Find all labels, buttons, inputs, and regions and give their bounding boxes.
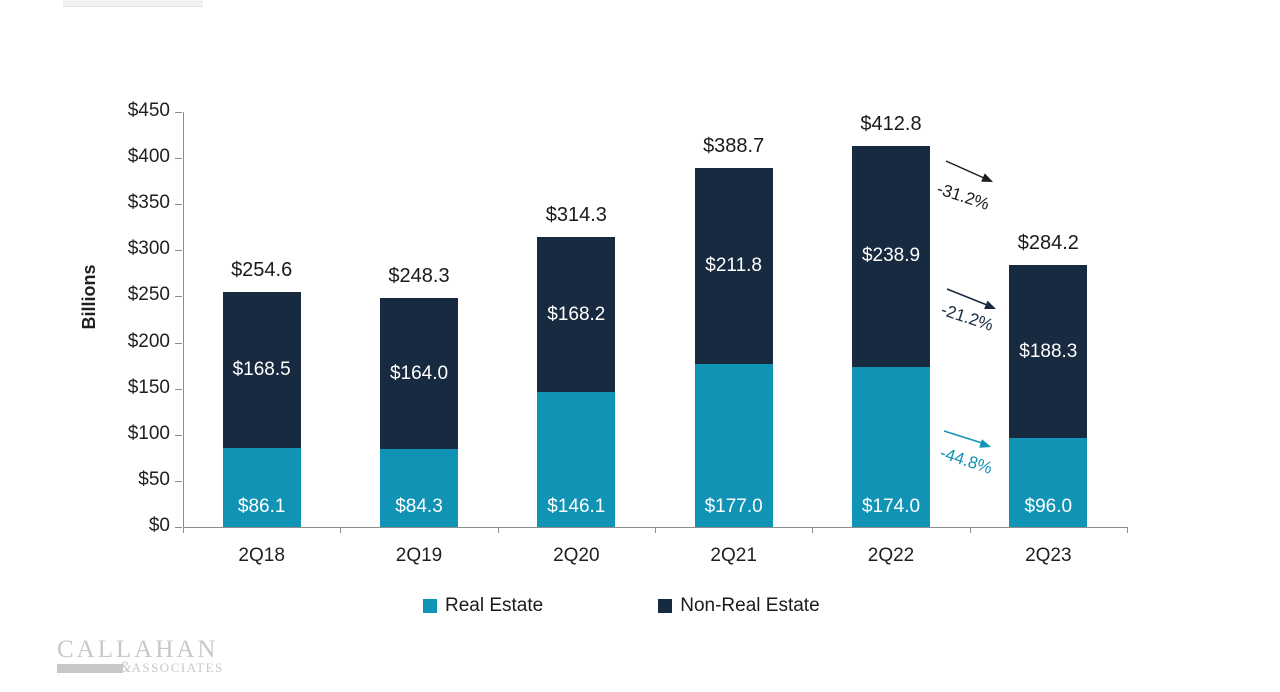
non-real-estate-value-label: $168.2 (547, 303, 606, 325)
non-real-estate-value-label: $188.3 (1019, 340, 1078, 362)
bar-segment-real-estate (1009, 438, 1088, 527)
decline-arrowhead-icon (984, 300, 996, 310)
bar-total-label: $284.2 (1017, 231, 1079, 254)
cropped-banner-strip (63, 0, 203, 7)
bar-segment-non-real-estate (380, 298, 458, 450)
logo-suffix: ASSOCIATES (131, 660, 224, 675)
x-axis-tick (340, 527, 342, 533)
bar-total-label: $314.3 (545, 204, 607, 227)
real-estate-swatch-icon (423, 599, 437, 613)
callahan-associates-logo: CALLAHAN & ASSOCIATES (57, 636, 224, 676)
y-axis-tick-label: $0 (148, 515, 170, 536)
y-axis-tick (175, 388, 182, 390)
bar-total-label: $254.6 (231, 259, 293, 282)
x-axis-tick (1127, 527, 1128, 533)
legend-label-real-estate: Real Estate (445, 595, 544, 616)
logo-ampersand: & (119, 659, 132, 676)
logo-wordmark: CALLAHAN (57, 636, 219, 663)
real-estate-value-label: $84.3 (395, 496, 443, 517)
non-real-estate-value-label: $211.8 (705, 255, 762, 277)
decline-arrow-icon (943, 430, 983, 444)
bar-segment-non-real-estate (222, 292, 301, 448)
decline-arrowhead-icon (979, 439, 991, 448)
bar-segment-real-estate (380, 449, 458, 527)
y-axis-tick (175, 527, 182, 528)
y-axis-tick-label: $150 (127, 376, 170, 398)
pct-change-annotation: -31.2% (934, 179, 992, 214)
y-axis-tick-label: $50 (138, 468, 170, 490)
bar-segment-non-real-estate (694, 168, 773, 364)
y-axis-tick (175, 296, 182, 298)
y-axis-tick-label: $250 (127, 284, 170, 306)
legend-item-real-estate: Real Estate (423, 595, 543, 617)
y-axis-tick (175, 112, 182, 113)
y-axis-tick (175, 480, 182, 482)
x-axis-tick (969, 527, 971, 533)
legend-label-non-real-estate: Non-Real Estate (680, 595, 820, 616)
y-axis-tick-label: $200 (127, 330, 170, 352)
real-estate-value-label: $96.0 (1024, 496, 1073, 517)
bar-segment-non-real-estate (537, 237, 616, 393)
pct-change-annotation: -21.2% (938, 300, 996, 335)
bar-segment-real-estate (694, 363, 773, 527)
non-real-estate-value-label: $168.5 (232, 358, 291, 380)
non-real-estate-value-label: $164.0 (389, 362, 449, 384)
x-axis-category-label: 2Q23 (1025, 545, 1072, 566)
y-axis-tick (175, 342, 182, 344)
x-axis-category-label: 2Q19 (395, 545, 443, 566)
x-axis-tick (655, 527, 656, 533)
real-estate-value-label: $86.1 (237, 496, 286, 517)
y-axis-tick-label: $100 (127, 422, 170, 444)
y-axis-tick-label: $450 (127, 100, 170, 121)
x-axis-category-label: 2Q21 (710, 545, 757, 566)
logo-subline: & ASSOCIATES (57, 659, 224, 676)
non-real-estate-value-label: $238.9 (861, 245, 921, 267)
y-axis-tick-label: $350 (127, 192, 170, 214)
bar-total-label: $248.3 (388, 265, 450, 287)
x-axis-category-label: 2Q18 (238, 545, 285, 566)
real-estate-value-label: $146.1 (547, 496, 606, 517)
y-axis-tick-label: $400 (127, 146, 170, 168)
y-axis-line (183, 112, 184, 527)
real-estate-value-label: $174.0 (861, 496, 921, 517)
pct-change-annotation: -44.8% (937, 443, 995, 478)
bar-segment-real-estate (852, 366, 930, 527)
real-estate-value-label: $177.0 (704, 496, 763, 517)
x-axis-tick (497, 527, 499, 533)
x-axis-category-label: 2Q20 (553, 545, 600, 566)
bar-segment-real-estate (537, 392, 616, 527)
y-axis-tick (175, 250, 182, 252)
decline-arrowhead-icon (981, 173, 993, 182)
bar-total-label: $412.8 (860, 113, 922, 136)
non-real-estate-swatch-icon (658, 599, 673, 613)
legend: Real Estate Non-Real Estate (423, 595, 820, 617)
x-axis-category-label: 2Q22 (867, 545, 915, 566)
bar-segment-non-real-estate (1009, 264, 1088, 439)
logo-bar (57, 663, 123, 673)
bar-segment-non-real-estate (852, 146, 930, 367)
y-axis-tick (175, 434, 182, 436)
y-axis-tick-label: $300 (127, 238, 170, 260)
x-axis-tick (812, 527, 814, 533)
y-axis-tick (175, 204, 182, 206)
bar-segment-real-estate (222, 447, 301, 527)
decline-arrow-icon (945, 160, 985, 179)
x-axis-tick (183, 527, 184, 533)
bar-total-label: $388.7 (703, 135, 765, 158)
y-axis-tick (175, 158, 182, 160)
legend-item-non-real-estate: Non-Real Estate (658, 595, 820, 617)
